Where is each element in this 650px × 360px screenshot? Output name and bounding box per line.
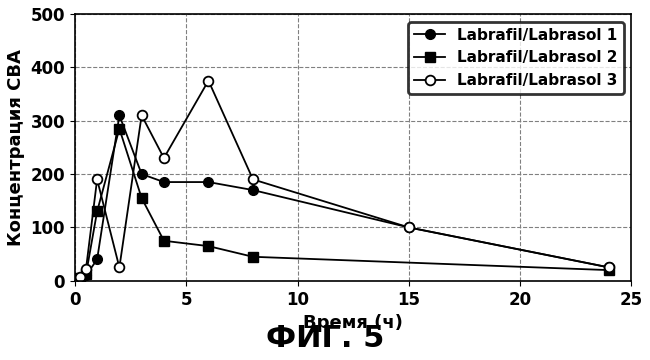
Labrafil/Labrasol 3 [405,225,413,230]
Labrafil/Labrasol 1 [249,188,257,192]
Labrafil/Labrasol 2 [205,244,213,248]
Labrafil/Labrasol 3 [77,274,85,279]
Labrafil/Labrasol 2 [605,268,613,272]
Text: ФИГ. 5: ФИГ. 5 [266,324,384,353]
Labrafil/Labrasol 3 [116,265,124,270]
Labrafil/Labrasol 3 [205,78,213,83]
Labrafil/Labrasol 1 [160,180,168,184]
Labrafil/Labrasol 3 [249,177,257,181]
Labrafil/Labrasol 2 [160,239,168,243]
Labrafil/Labrasol 1 [93,257,101,262]
Labrafil/Labrasol 1 [205,180,213,184]
Line: Labrafil/Labrasol 3: Labrafil/Labrasol 3 [70,76,614,286]
Labrafil/Labrasol 3 [82,267,90,271]
Labrafil/Labrasol 1 [138,172,146,176]
Labrafil/Labrasol 1 [71,279,79,283]
X-axis label: Время (ч): Время (ч) [304,314,403,332]
Labrafil/Labrasol 3 [138,113,146,117]
Labrafil/Labrasol 2 [93,209,101,213]
Labrafil/Labrasol 1 [116,113,124,117]
Labrafil/Labrasol 3 [71,279,79,283]
Labrafil/Labrasol 1 [605,265,613,270]
Labrafil/Labrasol 1 [405,225,413,230]
Labrafil/Labrasol 1 [77,276,85,280]
Labrafil/Labrasol 3 [160,156,168,160]
Legend: Labrafil/Labrasol 1, Labrafil/Labrasol 2, Labrafil/Labrasol 3: Labrafil/Labrasol 1, Labrafil/Labrasol 2… [408,22,624,94]
Y-axis label: Концентрация СВА: Концентрация СВА [7,49,25,246]
Labrafil/Labrasol 2 [249,255,257,259]
Line: Labrafil/Labrasol 2: Labrafil/Labrasol 2 [70,124,614,286]
Labrafil/Labrasol 2 [77,276,85,280]
Labrafil/Labrasol 2 [138,196,146,200]
Labrafil/Labrasol 2 [82,272,90,276]
Labrafil/Labrasol 2 [71,279,79,283]
Labrafil/Labrasol 2 [116,126,124,131]
Labrafil/Labrasol 3 [93,177,101,181]
Line: Labrafil/Labrasol 1: Labrafil/Labrasol 1 [70,111,614,286]
Labrafil/Labrasol 1 [82,273,90,278]
Labrafil/Labrasol 3 [605,265,613,270]
